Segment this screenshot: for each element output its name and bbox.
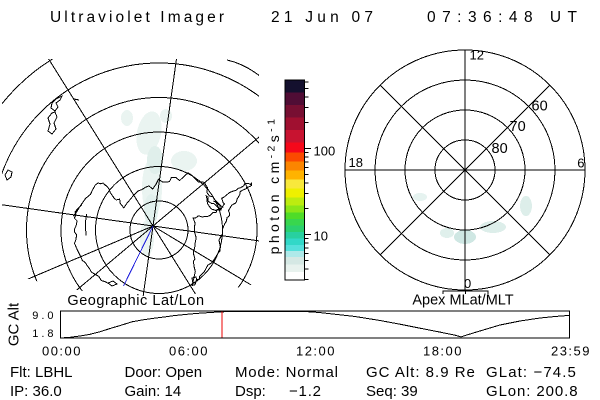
svg-text:10: 10	[314, 229, 328, 244]
svg-text:100: 100	[314, 144, 336, 159]
svg-text:60: 60	[532, 99, 548, 115]
svg-text:Geographic Lat/Lon: Geographic Lat/Lon	[67, 293, 204, 309]
svg-text:9.0: 9.0	[32, 310, 56, 322]
svg-text:07:36:48 UT: 07:36:48 UT	[427, 9, 578, 26]
svg-text:Apex MLat/MLT: Apex MLat/MLT	[412, 293, 513, 309]
svg-text:Dsp:: Dsp:	[235, 383, 266, 400]
svg-text:GC Alt: GC Alt	[6, 302, 23, 346]
svg-text:1.8: 1.8	[32, 328, 56, 340]
svg-text:06:00: 06:00	[169, 344, 209, 359]
svg-text:Mode: Normal: Mode: Normal	[235, 364, 339, 381]
svg-text:12:00: 12:00	[296, 344, 336, 359]
svg-text:00:00: 00:00	[42, 344, 82, 359]
svg-text:GC Alt: 8.9 Re: GC Alt: 8.9 Re	[366, 364, 476, 381]
svg-text:Seq: 39: Seq: 39	[366, 383, 418, 400]
svg-text:Gain: 14: Gain: 14	[125, 383, 182, 400]
svg-text:0: 0	[464, 276, 471, 291]
svg-text:−1.2: −1.2	[289, 383, 322, 400]
svg-text:23:59: 23:59	[551, 344, 591, 359]
svg-text:GLon: 200.8: GLon: 200.8	[486, 383, 578, 400]
svg-text:GLat: −74.5: GLat: −74.5	[486, 364, 577, 381]
svg-text:80: 80	[492, 141, 508, 157]
svg-text:18: 18	[349, 155, 363, 170]
svg-text:Ultraviolet Imager: Ultraviolet Imager	[50, 9, 224, 26]
svg-text:IP: 36.0: IP: 36.0	[10, 383, 62, 400]
svg-text:70: 70	[510, 119, 526, 135]
svg-text:Flt: LBHL: Flt: LBHL	[10, 364, 73, 381]
svg-text:12: 12	[470, 48, 484, 63]
svg-text:photon cm-2s-1: photon cm-2s-1	[266, 116, 283, 255]
svg-text:18:00: 18:00	[423, 344, 463, 359]
svg-text:6: 6	[577, 156, 584, 171]
svg-text:21 Jun 07: 21 Jun 07	[271, 9, 373, 26]
svg-text:Door: Open: Door: Open	[125, 364, 203, 381]
